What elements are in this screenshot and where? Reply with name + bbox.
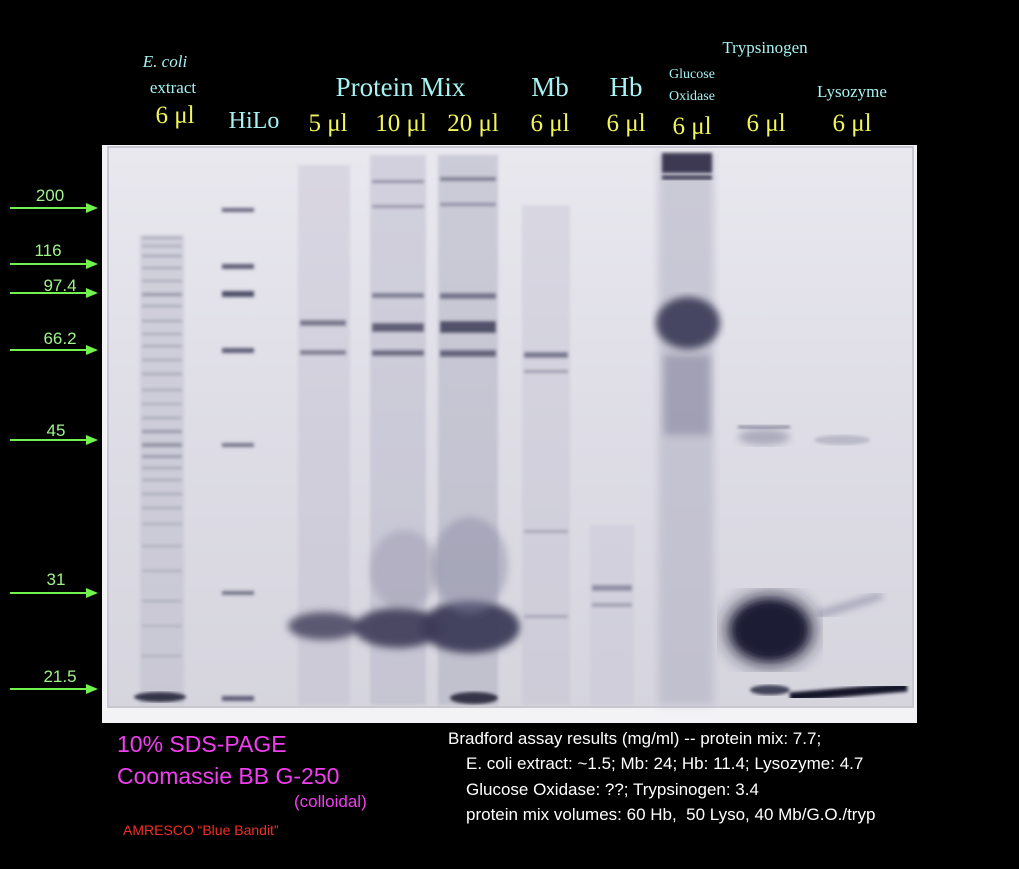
lane-label-hilo: HiLo <box>228 108 280 134</box>
results-line-3: Glucose Oxidase: ??; Trypsinogen: 3.4 <box>466 780 759 799</box>
lane-label-ecoli-extract: extract <box>149 78 197 97</box>
volume-glucose-oxidase: 6 μl <box>672 113 712 140</box>
lane-label-protein-mix: Protein Mix <box>335 72 466 102</box>
mw-arrow-66 <box>10 345 98 355</box>
lane-label-hb: Hb <box>609 72 643 102</box>
caption-coomassie: Coomassie BB G-250 <box>117 763 340 789</box>
mw-label-21: 21.5 <box>43 667 77 686</box>
mw-label-66: 66.2 <box>43 329 77 348</box>
gel-image <box>102 145 917 723</box>
volume-lysozyme: 6 μl <box>832 110 872 137</box>
lane-label-mb: Mb <box>531 72 569 102</box>
mw-label-45: 45 <box>46 421 66 440</box>
volume-ecoli: 6 μl <box>155 102 195 129</box>
mw-arrow-116 <box>10 259 98 269</box>
volume-protein-mix-20: 20 μl <box>447 110 499 137</box>
mw-label-116: 116 <box>34 241 62 260</box>
volume-mb: 6 μl <box>530 110 570 137</box>
lane-label-trypsinogen: Trypsinogen <box>722 38 808 57</box>
lane-label-lysozyme: Lysozyme <box>817 82 887 101</box>
mw-label-31: 31 <box>46 570 66 589</box>
volume-trypsinogen: 6 μl <box>746 110 786 137</box>
mw-arrow-45 <box>10 435 98 445</box>
volume-protein-mix-5: 5 μl <box>308 110 348 137</box>
volume-hb: 6 μl <box>606 110 646 137</box>
lane-label-oxidase: Oxidase <box>669 89 715 104</box>
mw-label-97: 97.4 <box>43 276 77 295</box>
mw-arrow-21 <box>10 684 98 694</box>
mw-arrow-31 <box>10 588 98 598</box>
mw-arrow-200 <box>10 203 98 213</box>
results-line-2: E. coli extract: ~1.5; Mb: 24; Hb: 11.4;… <box>466 754 864 773</box>
caption-brand: AMRESCO “Blue Bandit” <box>123 822 279 838</box>
results-line-1: Bradford assay results (mg/ml) -- protei… <box>448 729 822 748</box>
caption-colloidal: (colloidal) <box>294 792 367 811</box>
lane-label-ecoli: E. coli <box>142 52 188 71</box>
mw-arrow-97 <box>10 288 98 298</box>
caption-sds-page: 10% SDS-PAGE <box>117 731 287 757</box>
mw-label-200: 200 <box>35 186 65 205</box>
results-line-4: protein mix volumes: 60 Hb, 50 Lyso, 40 … <box>466 805 876 824</box>
lane-label-glucose: Glucose <box>669 67 715 82</box>
volume-protein-mix-10: 10 μl <box>375 110 427 137</box>
